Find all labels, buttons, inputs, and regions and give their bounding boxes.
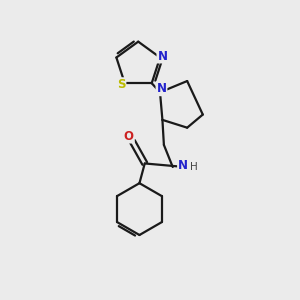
- Text: N: N: [157, 82, 166, 95]
- Text: H: H: [190, 162, 198, 172]
- Text: S: S: [117, 78, 125, 91]
- Text: N: N: [158, 50, 167, 62]
- Text: O: O: [124, 130, 134, 142]
- Text: N: N: [178, 159, 188, 172]
